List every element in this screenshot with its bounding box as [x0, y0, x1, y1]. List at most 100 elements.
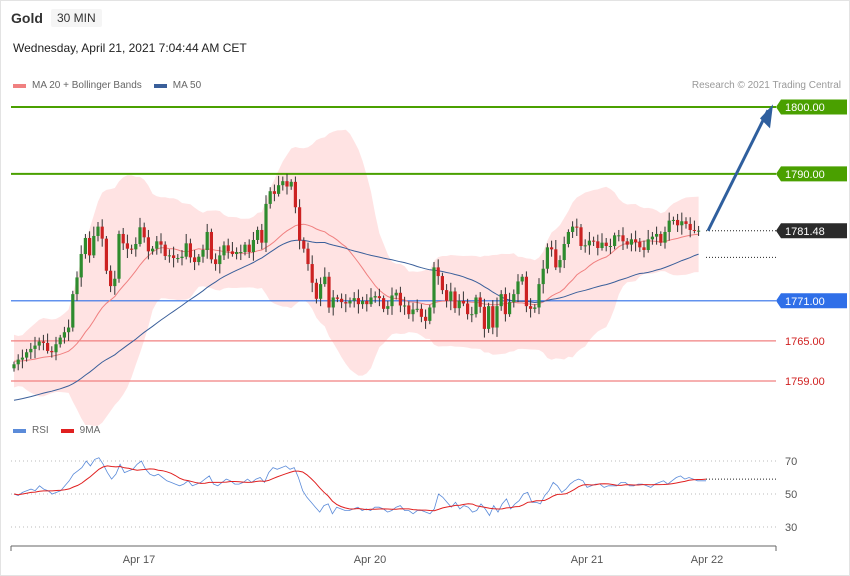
candle-body — [29, 348, 33, 353]
candle-body — [390, 295, 394, 307]
level-label-1781-48: 1781.48 — [785, 226, 825, 238]
candle-body — [130, 248, 134, 250]
candle-body — [79, 254, 83, 278]
candle-body — [445, 290, 449, 301]
x-tick-label: Apr 21 — [571, 554, 603, 566]
candle-body — [46, 342, 50, 351]
candle-body — [184, 243, 188, 257]
candle-body — [33, 345, 37, 349]
candle-body — [159, 241, 163, 245]
candle-body — [113, 278, 117, 287]
candle-body — [562, 244, 566, 261]
candle-body — [109, 270, 113, 287]
candle-body — [281, 181, 285, 186]
timeframe-badge[interactable]: 30 MIN — [51, 9, 102, 27]
candle-body — [310, 264, 314, 283]
candle-body — [524, 276, 528, 307]
candle-body — [218, 255, 222, 265]
candle-body — [659, 233, 663, 243]
candle-body — [125, 243, 129, 249]
candle-body — [671, 219, 675, 221]
candle-body — [516, 281, 520, 295]
candle-body — [306, 248, 310, 265]
candle-body — [676, 219, 680, 226]
candle-body — [453, 291, 457, 309]
candle-body — [201, 250, 205, 257]
candle-body — [71, 294, 75, 328]
candle-body — [285, 181, 289, 187]
candle-body — [457, 300, 461, 309]
candle-body — [403, 305, 407, 307]
candle-body — [121, 233, 125, 244]
candle-body — [180, 256, 184, 259]
candle-body — [579, 227, 583, 247]
candle-body — [54, 344, 58, 353]
candle-body — [428, 307, 432, 321]
level-tag-1800-00 — [776, 99, 847, 115]
candle-body — [172, 255, 176, 259]
candle-body — [92, 235, 96, 256]
candle-body — [268, 191, 272, 204]
candle-body — [323, 276, 327, 285]
candle-body — [335, 297, 339, 299]
candle-body — [356, 298, 360, 305]
candle-body — [67, 327, 71, 333]
candle-body — [327, 276, 331, 308]
rsi-ma-line — [13, 465, 707, 512]
candle-body — [529, 306, 533, 309]
candle-body — [415, 308, 419, 310]
candle-body — [41, 341, 45, 343]
candle-body — [16, 359, 20, 365]
candle-body — [293, 181, 297, 208]
rsi-ma-swatch — [60, 428, 74, 433]
candle-body — [247, 244, 251, 253]
candle-body — [491, 306, 495, 328]
candle-body — [503, 294, 507, 315]
candle-body — [550, 247, 554, 250]
candle-body — [617, 235, 621, 237]
candle-body — [20, 357, 24, 360]
candle-body — [697, 230, 701, 232]
ma50-swatch — [153, 83, 167, 88]
x-tick-label: Apr 20 — [354, 554, 386, 566]
candle-body — [302, 240, 306, 249]
candle-body — [554, 249, 558, 268]
candle-body — [117, 233, 121, 279]
ma20-swatch — [13, 83, 26, 88]
candle-body — [537, 284, 541, 308]
candle-body — [508, 302, 512, 315]
ma20-line — [14, 223, 699, 362]
candle-body — [344, 302, 348, 304]
forecast-arrowhead — [760, 104, 773, 129]
candle-body — [319, 284, 323, 299]
candle-body — [272, 191, 276, 194]
candle-body — [382, 298, 386, 309]
candle-body — [411, 309, 415, 315]
candle-body — [209, 231, 213, 260]
candle-body — [83, 237, 87, 255]
ma50-legend-label: MA 50 — [172, 80, 202, 91]
candle-body — [499, 294, 503, 307]
candle-body — [625, 241, 629, 245]
forecast-arrow — [706, 109, 770, 232]
candle-body — [365, 300, 369, 305]
level-tag-1790-00 — [776, 166, 847, 182]
candle-body — [663, 231, 667, 243]
candle-body — [667, 220, 671, 232]
candle-body — [449, 291, 453, 301]
candle-body — [251, 239, 255, 253]
rsi-tick-70: 70 — [785, 456, 797, 468]
candle-body — [340, 298, 344, 303]
candle-body — [298, 207, 302, 241]
candle-body — [583, 245, 587, 247]
candle-body — [575, 226, 579, 228]
chart-datetime: Wednesday, April 21, 2021 7:04:44 AM CET — [13, 41, 247, 55]
candle-body — [482, 306, 486, 329]
candle-body — [369, 297, 373, 305]
candle-body — [58, 337, 62, 345]
level-label-1800-00: 1800.00 — [785, 102, 825, 114]
candle-body — [478, 297, 482, 307]
ma50-line — [13, 239, 699, 401]
rsi-ma-legend-label: 9MA — [79, 425, 101, 436]
